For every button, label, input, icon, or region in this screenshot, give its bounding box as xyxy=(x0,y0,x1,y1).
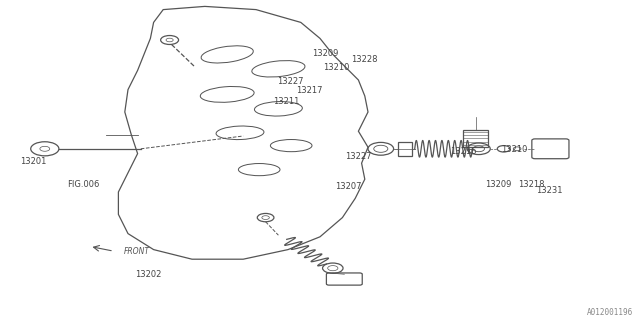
Bar xyxy=(463,130,488,147)
Bar xyxy=(398,142,412,156)
Text: FRONT: FRONT xyxy=(124,247,150,256)
Text: 13211: 13211 xyxy=(273,97,300,106)
Text: 13202: 13202 xyxy=(135,270,162,279)
Text: 13231: 13231 xyxy=(536,186,563,195)
Text: FIG.006: FIG.006 xyxy=(67,180,99,189)
Text: 13201: 13201 xyxy=(20,157,47,166)
Text: 13210: 13210 xyxy=(500,145,527,154)
Text: 13227: 13227 xyxy=(345,152,372,161)
Text: 13228: 13228 xyxy=(351,55,378,64)
Text: 13209: 13209 xyxy=(484,180,511,189)
Text: 13217: 13217 xyxy=(296,86,323,95)
Text: 13218: 13218 xyxy=(518,180,545,189)
Text: 13210: 13210 xyxy=(323,63,349,72)
Text: A012001196: A012001196 xyxy=(588,308,634,317)
Text: 13216: 13216 xyxy=(450,148,477,156)
Text: 13227: 13227 xyxy=(276,77,303,86)
Text: 13207: 13207 xyxy=(335,182,362,191)
Text: 13209: 13209 xyxy=(312,49,339,58)
